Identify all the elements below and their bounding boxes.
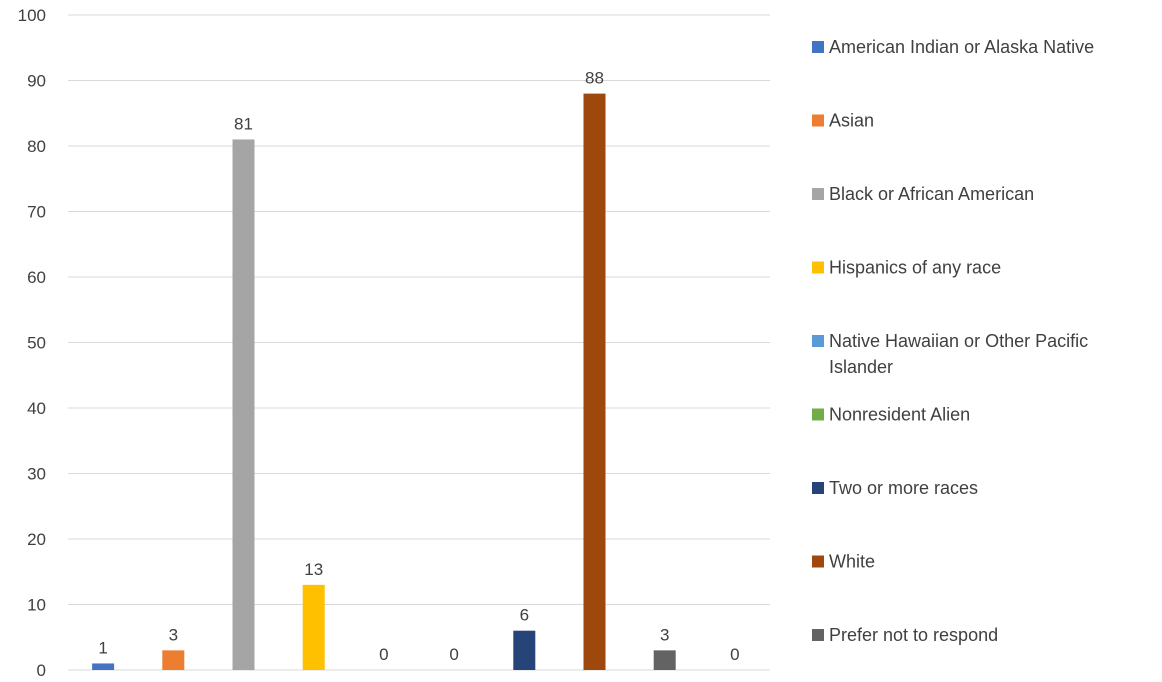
legend-item: Nonresident Alien [812, 405, 970, 425]
legend-swatch [812, 41, 824, 53]
legend-swatch [812, 188, 824, 200]
legend-label: Nonresident Alien [829, 405, 970, 425]
legend-item: Black or African American [812, 184, 1034, 204]
legend-label: Black or African American [829, 184, 1034, 204]
data-label: 1 [98, 638, 107, 657]
y-tick-label: 20 [27, 530, 46, 549]
legend-item: American Indian or Alaska Native [812, 37, 1094, 57]
legend-item: Native Hawaiian or Other Pacific Islander [812, 331, 1088, 377]
bars [92, 93, 676, 671]
data-label: 13 [304, 560, 323, 579]
legend-label: White [829, 552, 875, 572]
data-label: 0 [379, 645, 388, 664]
legend-label: Prefer not to respond [829, 625, 998, 645]
y-tick-label: 80 [27, 137, 46, 156]
legend-item: Two or more races [812, 478, 978, 498]
bar [302, 584, 325, 670]
legend-label: Hispanics of any race [829, 258, 1001, 278]
bar [162, 650, 185, 670]
data-label: 0 [730, 645, 739, 664]
data-label: 0 [449, 645, 458, 664]
data-label: 3 [169, 625, 178, 644]
y-tick-label: 60 [27, 268, 46, 287]
bar [232, 139, 255, 670]
bar [92, 663, 115, 670]
y-axis-ticks: 0 10 20 30 40 50 60 70 80 90 100 [18, 6, 46, 680]
legend-label: Two or more races [829, 478, 978, 498]
legend-item: White [812, 552, 875, 572]
legend-swatch [812, 261, 824, 274]
data-label: 88 [585, 69, 604, 88]
y-tick-label: 90 [27, 72, 46, 91]
legend-item: Asian [812, 111, 874, 131]
legend-swatch [812, 335, 824, 347]
legend: American Indian or Alaska Native Asian Bla… [812, 37, 1094, 645]
bar [513, 630, 536, 670]
legend-label: Asian [829, 111, 874, 131]
legend-label: Native Hawaiian or Other Pacific [829, 331, 1088, 351]
y-tick-label: 0 [37, 661, 46, 677]
legend-swatch [812, 629, 824, 641]
legend-item: Prefer not to respond [812, 625, 998, 645]
data-label: 6 [520, 606, 529, 625]
y-tick-label: 50 [27, 334, 46, 353]
legend-swatch [812, 408, 824, 421]
legend-swatch [812, 555, 824, 568]
gridlines [68, 14, 770, 671]
legend-swatch [812, 114, 824, 127]
y-tick-label: 10 [27, 596, 46, 615]
data-label: 81 [234, 114, 253, 133]
y-tick-label: 100 [18, 6, 46, 25]
legend-item: Hispanics of any race [812, 258, 1001, 278]
y-tick-label: 40 [27, 399, 46, 418]
legend-swatch [812, 482, 824, 494]
data-label: 3 [660, 625, 669, 644]
bar [583, 93, 606, 671]
y-tick-label: 70 [27, 203, 46, 222]
y-tick-label: 30 [27, 465, 46, 484]
legend-label: American Indian or Alaska Native [829, 37, 1094, 57]
legend-label: Islander [829, 357, 893, 377]
bar [653, 650, 676, 670]
